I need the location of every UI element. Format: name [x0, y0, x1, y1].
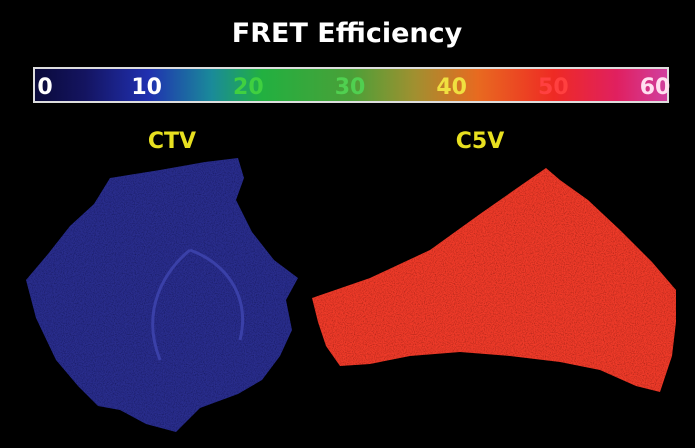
page: FRET Efficiency 0102030405060 CTV C5V ((…: [0, 0, 695, 444]
figure: FRET Efficiency 0 10 20 30 40 50 60 CTV C5V: [0, 0, 695, 444]
colorbar-tick-label: 10: [131, 75, 162, 100]
colorbar-tick-label: 0: [37, 75, 52, 100]
colorbar-tick-label: 50: [538, 75, 569, 100]
title: FRET Efficiency: [232, 18, 463, 49]
colorbar-tick-label: 40: [436, 75, 467, 100]
colorbar-tick-label: 20: [233, 75, 264, 100]
cell-label: CTV: [148, 129, 196, 154]
colorbar-tick-label: 30: [335, 75, 366, 100]
cell-label: C5V: [456, 129, 504, 154]
colorbar-tick-label: 60: [640, 75, 671, 100]
